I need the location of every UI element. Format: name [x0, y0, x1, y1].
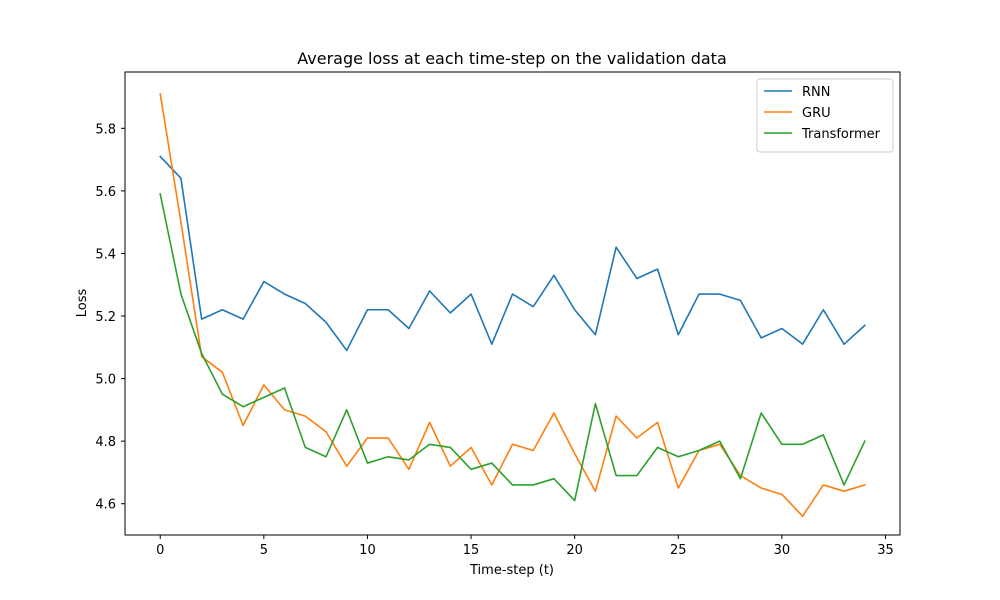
legend-label-rnn: RNN: [802, 85, 830, 100]
x-tick-label: 5: [260, 543, 268, 558]
legend-label-transformer: Transformer: [801, 127, 881, 142]
y-tick-label: 5.8: [95, 122, 116, 137]
plot-frame: [124, 71, 901, 536]
y-tick-label: 5.0: [95, 373, 116, 388]
x-tick-label: 25: [670, 543, 687, 558]
y-axis-label: Loss: [75, 289, 90, 318]
y-tick-label: 5.2: [95, 310, 116, 325]
x-tick-label: 30: [774, 543, 791, 558]
x-tick-label: 15: [463, 543, 480, 558]
x-tick-label: 20: [566, 543, 583, 558]
chart-title: Average loss at each time-step on the va…: [297, 49, 727, 68]
y-tick-label: 4.8: [95, 435, 116, 450]
x-tick-label: 0: [156, 543, 164, 558]
x-tick-label: 35: [877, 543, 894, 558]
series-line-transformer: [159, 193, 866, 502]
x-tick-label: 10: [359, 543, 376, 558]
x-axis-label: Time-step (t): [469, 563, 554, 578]
y-tick-label: 5.4: [95, 247, 116, 262]
y-tick-label: 4.6: [95, 498, 116, 513]
legend-label-gru: GRU: [802, 106, 831, 121]
y-tick-label: 5.6: [95, 185, 116, 200]
legend: RNN GRU Transformer: [756, 78, 894, 153]
series-line-gru: [159, 92, 866, 518]
series-line-rnn: [159, 155, 866, 352]
plot-area: 0 5 10 15 20 25 30 35 4.6 4.8 5.0 5.2 5.4 5.6 5.8: [95, 92, 894, 558]
